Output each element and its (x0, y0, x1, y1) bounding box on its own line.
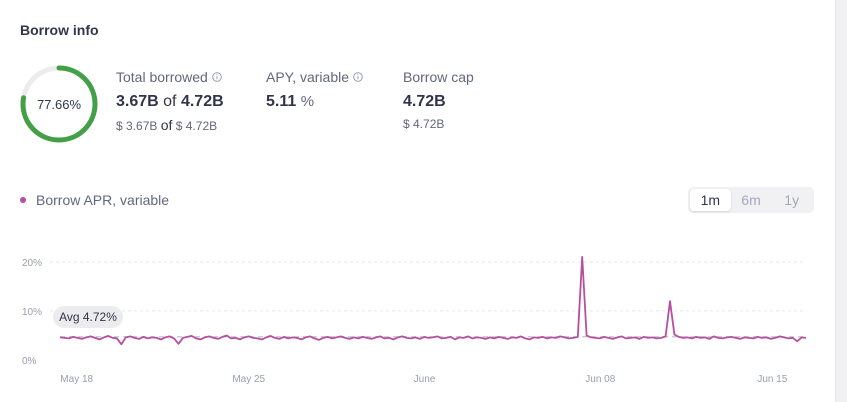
x-tick-label: May 25 (232, 374, 265, 385)
range-option-1m[interactable]: 1m (690, 189, 731, 211)
borrow-cap-value: 4.72B (403, 93, 446, 110)
x-tick-label: May 18 (60, 374, 93, 385)
of-text: of (163, 93, 177, 110)
apy-stat: APY, variable 5.11 % (266, 69, 363, 111)
total-borrowed-label: Total borrowed (116, 69, 208, 85)
total-borrowed-stat: Total borrowed 3.67B of 4.72B $ 3.67B of… (116, 69, 224, 133)
chart-legend: Borrow APR, variable (20, 192, 169, 208)
utilization-percent: 77.66% (36, 96, 82, 112)
legend-label: Borrow APR, variable (36, 192, 170, 208)
y-tick-label: 0% (22, 356, 37, 367)
apy-unit: % (300, 93, 315, 110)
average-badge (53, 306, 123, 328)
apy-value: 5.11 (266, 93, 297, 110)
y-tick-label: 10% (22, 307, 42, 318)
range-option-6m[interactable]: 6m (741, 192, 761, 208)
x-tick-label: Jun 08 (585, 374, 615, 385)
info-icon[interactable] (212, 72, 222, 82)
y-tick-label: 20% (22, 258, 42, 269)
apy-label: APY, variable (266, 69, 350, 85)
borrow-cap-label: Borrow cap (403, 69, 474, 85)
total-borrowed-cap-usd: $ 4.72B (175, 119, 218, 133)
legend-dot-icon (20, 197, 26, 203)
total-borrowed-cap-value: 4.72B (180, 93, 224, 110)
time-range-toggle: 1m 6m 1y (688, 187, 814, 213)
average-badge-label: Avg 4.72% (59, 310, 117, 324)
borrow-cap-usd: $ 4.72B (403, 117, 445, 131)
info-icon[interactable] (353, 72, 363, 82)
utilization-ring (20, 65, 98, 143)
of-text-small: of (160, 117, 173, 133)
ring-progress (20, 65, 98, 143)
series-line (59, 255, 807, 346)
x-tick-label: Jun 15 (757, 374, 787, 385)
scrollbar[interactable] (835, 0, 847, 402)
total-borrowed-usd: $ 3.67B (116, 119, 158, 133)
range-option-1y[interactable]: 1y (784, 192, 800, 208)
borrow-apr-chart: 0% 10% 20% May 18 May 25 June Jun 08 Jun 15 Avg … (22, 255, 807, 385)
borrow-cap-stat: Borrow cap 4.72B $ 4.72B (403, 69, 474, 131)
x-tick-label: June (414, 374, 436, 385)
section-title: Borrow info (20, 22, 99, 38)
total-borrowed-value: 3.67B (116, 93, 159, 110)
